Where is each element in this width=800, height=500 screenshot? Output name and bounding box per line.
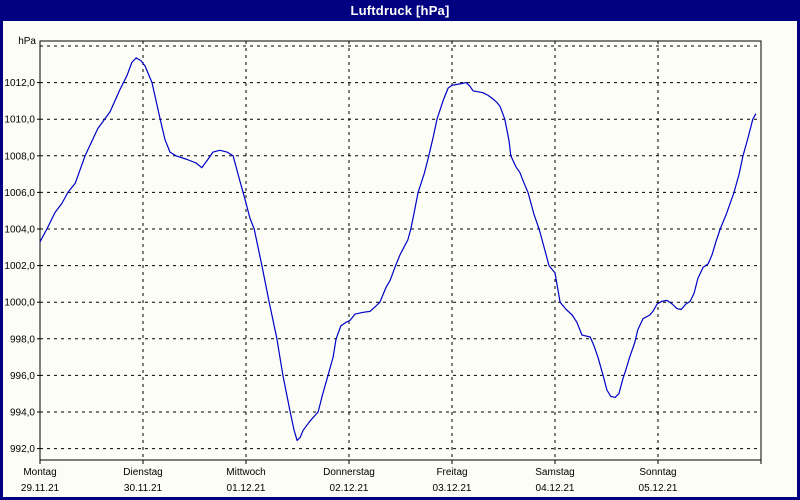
x-axis-day-label: Sonntag	[639, 467, 676, 478]
data-series	[39, 57, 757, 441]
y-axis-tick-label: 994,0	[10, 408, 35, 419]
axis-labels: 1012,0 1010,0 1008,0 1006,0 1004,0 1002,0 1000…	[4, 78, 677, 494]
x-axis-date-label: 05.12.21	[639, 483, 678, 494]
pressure-series-line	[39, 57, 757, 441]
y-axis-tick-label: 1010,0	[4, 115, 35, 126]
pressure-line-chart: 1012,0 1010,0 1008,0 1006,0 1004,0 1002,0 1000…	[4, 40, 762, 494]
plot-frame	[39, 40, 762, 461]
y-axis-tick-label: 992,0	[10, 444, 35, 455]
x-axis-day-label: Samstag	[535, 467, 574, 478]
y-axis-unit-label: hPa	[18, 36, 36, 47]
y-axis-tick-label: 1002,0	[4, 261, 35, 272]
chart-content-area: hPa 1012,0 1010,0 1008,0 1006,0 1004,0 1002,0…	[3, 21, 797, 497]
x-axis-day-label: Donnerstag	[323, 467, 375, 478]
y-axis-tick-label: 1008,0	[4, 151, 35, 162]
y-axis-tick-label: 1000,0	[4, 298, 35, 309]
x-axis-date-label: 04.12.21	[536, 483, 575, 494]
y-axis-tick-label: 996,0	[10, 371, 35, 382]
window-title: Luftdruck [hPa]	[350, 3, 450, 18]
x-axis-date-label: 29.11.21	[21, 483, 60, 494]
y-axis-tick-label: 1004,0	[4, 225, 35, 236]
y-axis-tick-label: 998,0	[10, 334, 35, 345]
axes	[37, 40, 762, 464]
x-axis-date-label: 01.12.21	[227, 483, 266, 494]
x-axis-date-label: 02.12.21	[330, 483, 369, 494]
x-axis-day-label: Dienstag	[123, 467, 162, 478]
x-axis-date-label: 30.11.21	[124, 483, 163, 494]
window-titlebar[interactable]: Luftdruck [hPa]	[0, 0, 800, 21]
x-axis-date-label: 03.12.21	[433, 483, 472, 494]
x-axis-day-label: Freitag	[436, 467, 467, 478]
gridlines	[40, 41, 761, 460]
x-axis-day-label: Mittwoch	[226, 467, 265, 478]
y-axis-tick-label: 1012,0	[4, 78, 35, 89]
x-axis-day-label: Montag	[23, 467, 56, 478]
y-axis-tick-label: 1006,0	[4, 188, 35, 199]
